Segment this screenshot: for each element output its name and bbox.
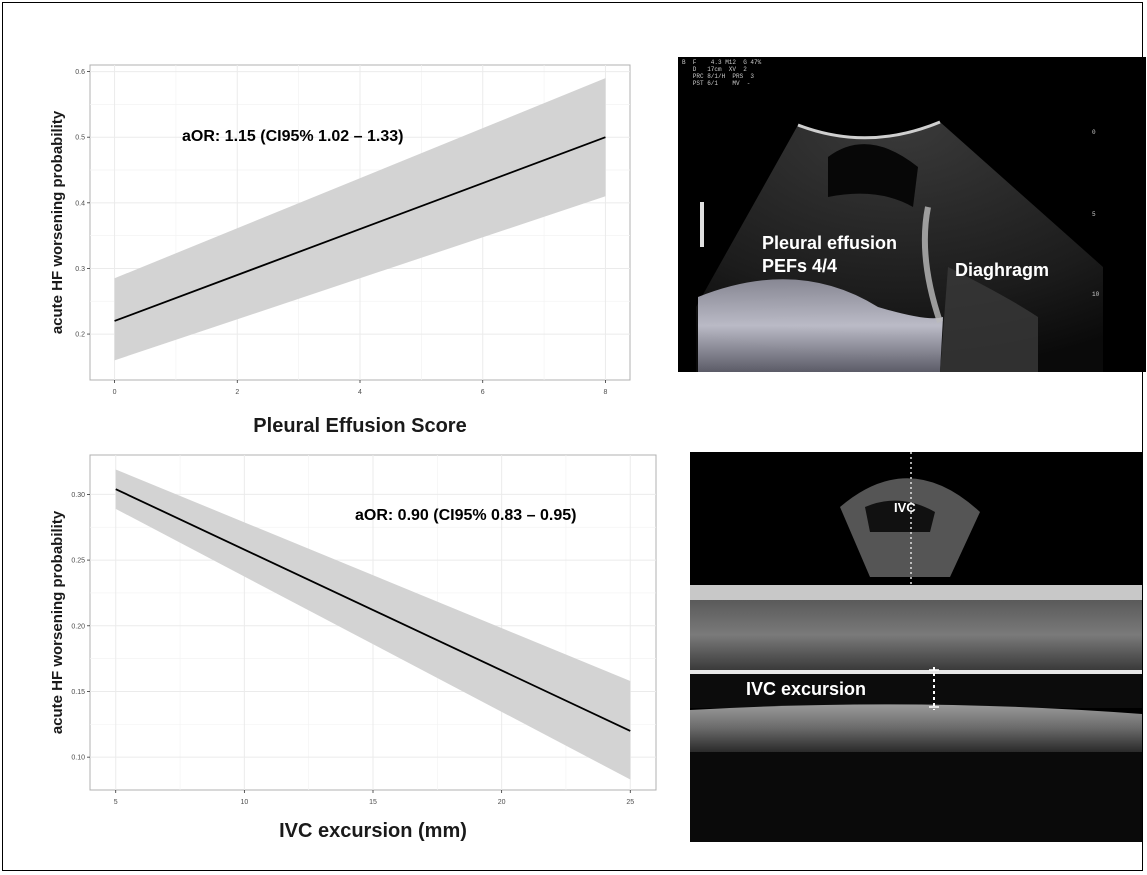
aor-annotation: aOR: 1.15 (CI95% 1.02 – 1.33) <box>182 128 403 145</box>
depth-tick-10: 10 <box>1092 291 1100 298</box>
label-diaphragm: Diaghragm <box>955 260 1050 280</box>
ultrasound-pleural-graphic <box>696 120 1103 372</box>
chart-pleural-effusion: 0 2 4 6 8 0.2 0.3 0.4 0.5 0.6 Pleural Effusion Sco… <box>49 64 631 437</box>
y-tick-label: 0.10 <box>71 755 85 762</box>
x-tick-label: 5 <box>114 799 118 806</box>
fit-line <box>114 136 606 322</box>
y-axis-title: acute HF worsening probability <box>49 510 66 734</box>
fit-line <box>115 488 631 732</box>
label-ivc-excursion: IVC excursion <box>746 679 867 699</box>
confidence-band <box>114 78 606 361</box>
x-tick-label: 8 <box>604 389 608 396</box>
x-tick-label: 0 <box>113 389 117 396</box>
label-pefs-score: PEFs 4/4 <box>762 256 838 276</box>
x-tick-label: 15 <box>369 799 377 806</box>
y-tick-label: 0.2 <box>75 332 85 339</box>
y-axis-title: acute HF worsening probability <box>49 110 66 334</box>
x-axis-title: IVC excursion (mm) <box>279 820 467 842</box>
label-ivc: IVC <box>894 500 916 515</box>
ultrasound-pleural-image: B F 4.3 M12 G 47% D 17cm XV 2 PRC 8/1/H … <box>678 57 1146 372</box>
label-pleural-effusion: Pleural effusion <box>762 233 898 253</box>
confidence-band <box>115 469 631 780</box>
x-tick-label: 2 <box>235 389 239 396</box>
depth-tick-0: 0 <box>1092 129 1096 136</box>
ultrasound-ivc-image: IVC IVC excursion <box>690 452 1142 842</box>
x-tick-label: 25 <box>626 799 634 806</box>
x-tick-label: 10 <box>240 799 248 806</box>
y-tick-label: 0.20 <box>71 623 85 630</box>
y-tick-label: 0.3 <box>75 266 85 273</box>
x-tick-label: 4 <box>358 389 362 396</box>
aor-annotation: aOR: 0.90 (CI95% 0.83 – 0.95) <box>355 507 576 524</box>
y-tick-label: 0.5 <box>75 135 85 142</box>
y-tick-label: 0.30 <box>71 492 85 499</box>
y-tick-label: 0.6 <box>75 69 85 76</box>
x-tick-label: 20 <box>498 799 506 806</box>
ultrasound-settings-text: B F 4.3 M12 G 47% D 17cm XV 2 PRC 8/1/H … <box>682 59 762 87</box>
depth-tick-5: 5 <box>1092 211 1096 218</box>
y-tick-label: 0.15 <box>71 689 85 696</box>
y-tick-label: 0.25 <box>71 558 85 565</box>
x-tick-label: 6 <box>481 389 485 396</box>
chart-ivc-excursion: 5 10 15 20 25 0.10 0.15 0.20 0.25 0.30 IVC excursi… <box>49 454 657 842</box>
ultrasound-ivc-graphic <box>690 452 1142 842</box>
x-axis-title: Pleural Effusion Score <box>253 415 466 437</box>
y-tick-label: 0.4 <box>75 200 85 207</box>
